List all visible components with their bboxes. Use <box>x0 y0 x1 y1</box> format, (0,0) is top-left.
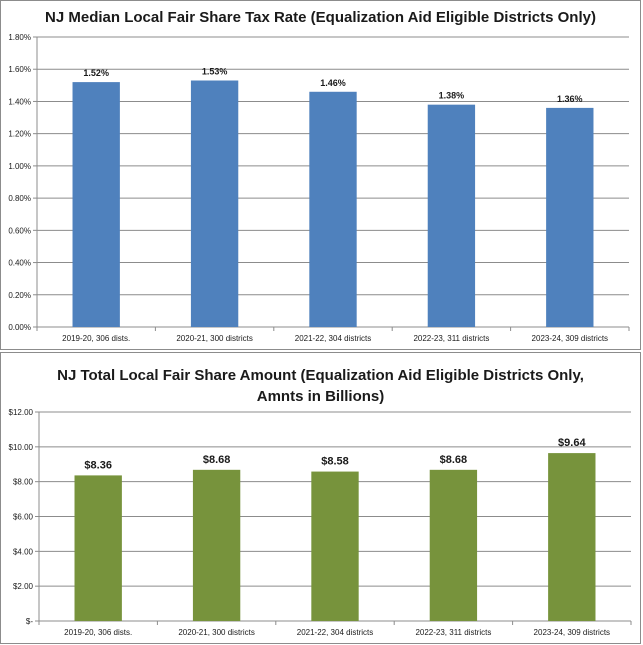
tax-rate-bar <box>190 80 239 327</box>
fair-share-amount-chart-panel: NJ Total Local Fair Share Amount (Equali… <box>0 352 641 644</box>
fair-share-x-tick-label: 2019-20, 306 dists. <box>64 628 132 637</box>
tax-rate-y-tick-label: 0.40% <box>8 259 31 268</box>
fair-share-bar <box>74 475 122 621</box>
fair-share-data-label: $8.58 <box>321 456 349 468</box>
tax-rate-data-label: 1.36% <box>557 94 583 104</box>
tax-rate-y-tick-label: 1.20% <box>8 130 31 139</box>
fair-share-x-tick-label: 2023-24, 309 districts <box>534 628 611 637</box>
fair-share-data-label: $8.68 <box>440 454 468 466</box>
tax-rate-chart-panel: NJ Median Local Fair Share Tax Rate (Equ… <box>0 0 641 350</box>
fair-share-amount-title-line-2: Amnts in Billions) <box>256 388 385 405</box>
tax-rate-x-tick-label: 2020-21, 300 districts <box>176 334 253 343</box>
fair-share-y-tick-label: $- <box>26 617 33 626</box>
tax-rate-y-tick-label: 0.80% <box>8 194 31 203</box>
fair-share-y-tick-label: $12.00 <box>9 408 34 417</box>
tax-rate-bar <box>309 91 357 328</box>
fair-share-y-tick-label: $6.00 <box>13 513 34 522</box>
tax-rate-y-tick-label: 1.40% <box>8 97 31 106</box>
tax-rate-y-tick-label: 1.80% <box>8 33 31 42</box>
tax-rate-bar <box>546 107 594 327</box>
fair-share-amount-title-line-1: NJ Total Local Fair Share Amount (Equali… <box>57 367 584 384</box>
tax-rate-x-tick-label: 2022-23, 311 districts <box>413 334 489 343</box>
fair-share-amount-chart: $- $2.00 $4.00 $6.00 $8.00 $10.00 $12.00 $8.36 2… <box>9 408 632 637</box>
tax-rate-y-tick-label: 0.60% <box>8 226 31 235</box>
fair-share-x-tick-label: 2022-23, 311 districts <box>415 628 491 637</box>
fair-share-x-tick-label: 2021-22, 304 districts <box>297 628 374 637</box>
fair-share-data-label: $9.64 <box>558 437 586 449</box>
fair-share-y-tick-label: $8.00 <box>13 478 34 487</box>
tax-rate-x-tick-label: 2019-20, 306 dists. <box>62 334 130 343</box>
fair-share-y-tick-label: $4.00 <box>13 547 34 556</box>
tax-rate-y-tick-label: 1.60% <box>8 65 31 74</box>
fair-share-data-label: $8.36 <box>84 459 112 471</box>
fair-share-bar <box>548 453 596 621</box>
tax-rate-bar <box>427 104 476 328</box>
tax-rate-bar <box>72 82 120 327</box>
fair-share-bar <box>429 469 478 621</box>
fair-share-bar <box>192 469 241 621</box>
tax-rate-data-label: 1.53% <box>202 67 228 77</box>
tax-rate-data-label: 1.52% <box>83 68 109 78</box>
tax-rate-y-tick-label: 0.20% <box>8 291 31 300</box>
tax-rate-data-label: 1.38% <box>439 91 465 101</box>
tax-rate-y-tick-label: 1.00% <box>8 162 31 171</box>
tax-rate-x-tick-label: 2021-22, 304 districts <box>295 334 372 343</box>
fair-share-bar <box>311 471 359 621</box>
tax-rate-chart: 0.00% 0.20% 0.40% 0.60% 0.80% 1.00% 1.20% 1.40%… <box>8 33 630 343</box>
tax-rate-data-label: 1.46% <box>320 78 346 88</box>
fair-share-y-tick-label: $10.00 <box>9 443 34 452</box>
tax-rate-x-tick-label: 2023-24, 309 districts <box>532 334 609 343</box>
tax-rate-chart-title: NJ Median Local Fair Share Tax Rate (Equ… <box>45 9 596 26</box>
fair-share-amount-chart-title: NJ Total Local Fair Share Amount (Equali… <box>1 365 640 407</box>
fair-share-data-label: $8.68 <box>203 454 231 466</box>
fair-share-x-tick-label: 2020-21, 300 districts <box>178 628 255 637</box>
fair-share-y-tick-label: $2.00 <box>13 582 34 591</box>
tax-rate-y-tick-label: 0.00% <box>8 323 31 332</box>
